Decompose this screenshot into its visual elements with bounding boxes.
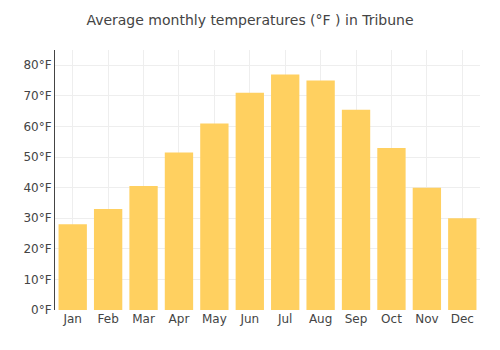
svg-text:Sep: Sep xyxy=(345,312,368,326)
svg-text:Oct: Oct xyxy=(381,312,402,326)
svg-text:Nov: Nov xyxy=(415,312,438,326)
svg-text:Dec: Dec xyxy=(451,312,474,326)
svg-text:80°F: 80°F xyxy=(23,58,51,72)
svg-text:Apr: Apr xyxy=(169,312,190,326)
svg-text:May: May xyxy=(202,312,227,326)
svg-text:0°F: 0°F xyxy=(31,303,52,317)
svg-text:Jan: Jan xyxy=(62,312,82,326)
svg-text:Aug: Aug xyxy=(309,312,332,326)
svg-text:30°F: 30°F xyxy=(23,211,51,225)
svg-text:Average monthly temperatures (: Average monthly temperatures (°F ) in Tr… xyxy=(86,12,413,28)
svg-text:70°F: 70°F xyxy=(23,89,51,103)
svg-text:40°F: 40°F xyxy=(23,181,51,195)
svg-text:Jul: Jul xyxy=(277,312,292,326)
svg-text:10°F: 10°F xyxy=(23,273,51,287)
svg-text:Mar: Mar xyxy=(132,312,155,326)
svg-text:Feb: Feb xyxy=(98,312,119,326)
svg-text:50°F: 50°F xyxy=(23,150,51,164)
svg-text:Jun: Jun xyxy=(239,312,259,326)
svg-text:20°F: 20°F xyxy=(23,242,51,256)
svg-text:60°F: 60°F xyxy=(23,120,51,134)
